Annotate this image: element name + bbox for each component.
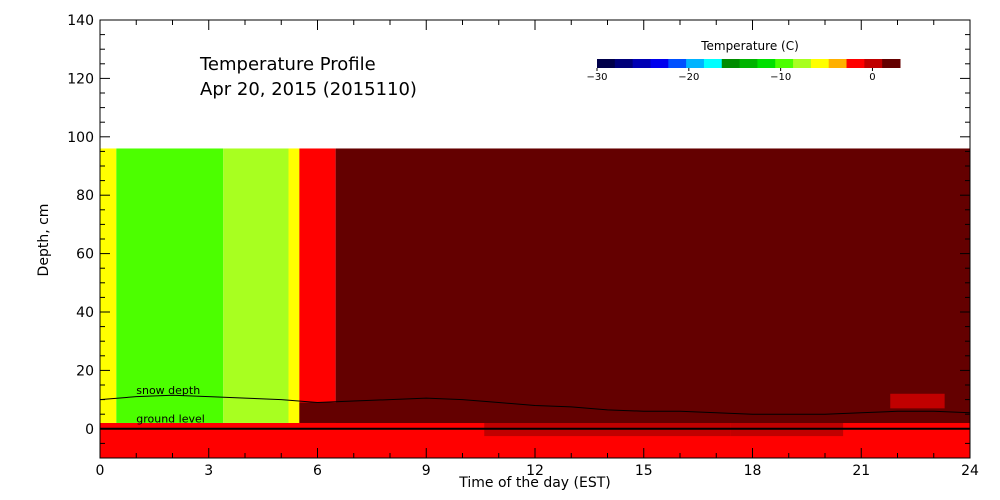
axes-layer: 0 3 6 9 12 15 18 21 24 0 20 40 60 80 100 120 140 [67,13,979,479]
y-tick-label: 100 [67,130,94,146]
colorbar-cell [775,59,794,68]
heatmap-region-transition-2 [299,148,336,423]
colorbar-ticks: −30 −20 −10 0 [586,68,876,83]
x-axis-title: Time of the day (EST) [458,475,611,491]
y-tick-label: 0 [85,422,94,438]
colorbar-cell [614,59,634,68]
colorbar-cell [703,59,723,68]
colorbar-cell [810,59,830,68]
y-tick-label: 80 [76,188,94,204]
x-tick-label: 9 [422,463,431,479]
heatmap-region-warm-rest [335,148,970,423]
colorbar-cell [632,59,651,68]
colorbar-cell [686,59,705,68]
y-tick-label: 140 [67,13,94,29]
heatmap-region-warm-early [100,148,117,423]
chart-title-line-2: Apr 20, 2015 (2015110) [200,79,417,100]
colorbar-cell [793,59,812,68]
colorbar-cells [597,59,901,68]
colorbar-cell [721,59,741,68]
heatmap-region-mixed-early [116,148,224,423]
colorbar-cell [739,59,758,68]
y-tick-label: 20 [76,363,94,379]
y-axis-title: Depth, cm [36,204,52,277]
colorbar-cell [757,59,776,68]
colorbar-tick-label: −10 [770,72,791,83]
annotation-snow-depth: snow depth [136,384,200,397]
colorbar-tick-label: −20 [678,72,699,83]
colorbar: Temperature (C) −30 −20 −10 0 [586,39,901,83]
x-tick-label: 12 [526,463,544,479]
colorbar-cell [828,59,848,68]
x-tick-label: 0 [96,463,105,479]
x-tick-label: 21 [852,463,870,479]
colorbar-cell [668,59,687,68]
heatmap-region-late-patch [890,393,945,409]
colorbar-cell [650,59,669,68]
annotation-ground-level: ground level [136,412,205,425]
colorbar-cell [882,59,901,68]
colorbar-cell [846,59,865,68]
line-snow-depth [99,394,971,415]
y-tick-label: 40 [76,305,94,321]
x-tick-label: 3 [204,463,213,479]
chart-title-line-1: Temperature Profile [199,54,376,75]
x-tick-label: 24 [961,463,979,479]
colorbar-cell [597,59,616,68]
heatmap-region-cold-middle [223,148,300,423]
y-tick-label: 120 [67,71,94,87]
lines-layer: snow depth ground level [99,384,971,430]
x-tick-label: 15 [635,463,653,479]
colorbar-title: Temperature (C) [700,39,799,53]
x-tick-label: 18 [744,463,762,479]
x-tick-label: 6 [313,463,322,479]
y-tick-label: 60 [76,247,94,263]
colorbar-tick-label: 0 [869,72,875,83]
heatmap-region-low-warm [299,402,970,423]
plot-area [100,148,970,458]
colorbar-tick-label: −30 [586,72,607,83]
colorbar-cell [864,59,883,68]
heatmap-region-transition-1 [288,148,300,423]
